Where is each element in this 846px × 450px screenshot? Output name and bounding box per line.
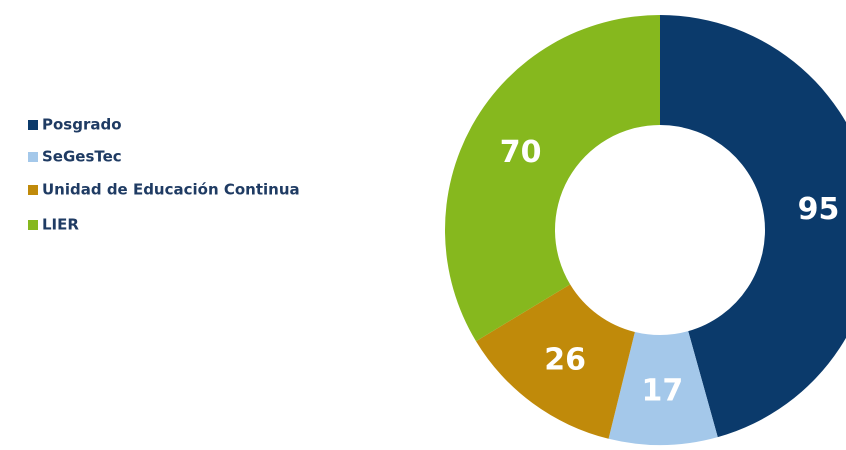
data-label: 95	[798, 192, 840, 227]
legend-swatch	[28, 185, 38, 195]
donut-slice	[476, 284, 635, 439]
legend-item: SeGesTec	[28, 148, 122, 166]
legend-swatch	[28, 220, 38, 230]
donut-slice	[608, 331, 718, 445]
data-label: 17	[642, 373, 684, 408]
legend-item: LIER	[28, 216, 79, 234]
legend-label: LIER	[42, 216, 79, 234]
legend-swatch	[28, 152, 38, 162]
legend-item: Posgrado	[28, 116, 122, 134]
legend-swatch	[28, 120, 38, 130]
legend-label: Unidad de Educación Continua	[42, 181, 300, 199]
legend-label: Posgrado	[42, 116, 122, 134]
data-label: 26	[544, 342, 586, 377]
data-label: 70	[500, 135, 542, 170]
legend-item: Unidad de Educación Continua	[28, 181, 300, 199]
donut-slice	[445, 15, 660, 342]
donut-slice	[660, 15, 846, 438]
legend-label: SeGesTec	[42, 148, 122, 166]
